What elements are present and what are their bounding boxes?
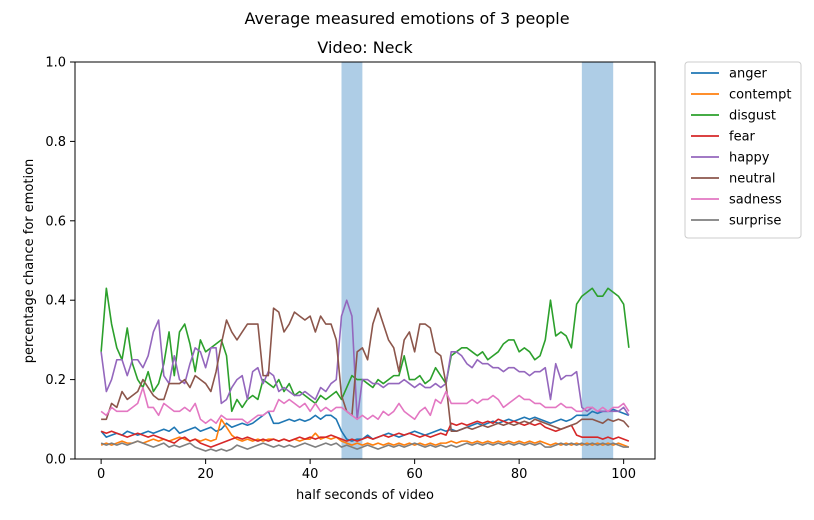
legend-label-sadness: sadness	[729, 193, 782, 208]
y-tick-label: 1.0	[45, 56, 66, 71]
x-axis-label: half seconds of video	[296, 488, 434, 503]
series-line-happy	[100, 299, 630, 421]
legend-label-anger: anger	[729, 67, 767, 82]
series-line-anger	[100, 408, 630, 442]
y-tick-label: 0.0	[45, 453, 66, 468]
x-tick-label: 40	[302, 467, 319, 482]
series-line-sadness	[100, 386, 630, 425]
legend: anger contempt disgust fear happy neutral sadn…	[684, 61, 802, 239]
legend-label-fear: fear	[729, 130, 756, 145]
chart-suptitle: Average measured emotions of 3 people	[244, 9, 569, 28]
x-tick-label: 100	[611, 467, 636, 482]
series-line-disgust	[100, 287, 630, 413]
x-tick-label: 20	[197, 467, 214, 482]
legend-box	[684, 61, 802, 239]
y-tick-label: 0.2	[45, 373, 66, 388]
legend-label-happy: happy	[729, 151, 770, 166]
chart-title: Video: Neck	[317, 38, 413, 57]
legend-label-neutral: neutral	[729, 172, 776, 187]
y-tick-label: 0.4	[45, 294, 66, 309]
series-line-surprise	[100, 440, 629, 452]
plot-frame	[74, 61, 656, 460]
y-tick-label: 0.6	[45, 214, 66, 229]
series-line-neutral	[101, 307, 630, 433]
axes: 0 20 40 60 80 100 0.0 0.2 0.4 0.6 0.8 1.0	[45, 56, 656, 482]
highlight-spans	[341, 62, 614, 459]
x-tick-label: 80	[511, 467, 528, 482]
x-tick-label: 0	[97, 467, 105, 482]
legend-label-surprise: surprise	[729, 214, 781, 229]
series-line-fear	[100, 418, 630, 448]
legend-label-disgust: disgust	[729, 109, 776, 124]
legend-label-contempt: contempt	[729, 88, 791, 103]
y-axis-label: percentage chance for emotion	[22, 159, 37, 364]
series-lines	[100, 287, 630, 452]
y-tick-label: 0.8	[45, 135, 66, 150]
x-tick-label: 60	[406, 467, 423, 482]
highlight-span-1	[581, 62, 614, 459]
